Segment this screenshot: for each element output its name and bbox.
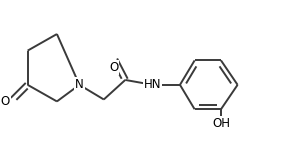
- Text: N: N: [75, 78, 84, 91]
- Text: O: O: [109, 61, 118, 74]
- Text: O: O: [1, 95, 10, 108]
- Text: HN: HN: [144, 78, 161, 91]
- Text: OH: OH: [212, 117, 230, 130]
